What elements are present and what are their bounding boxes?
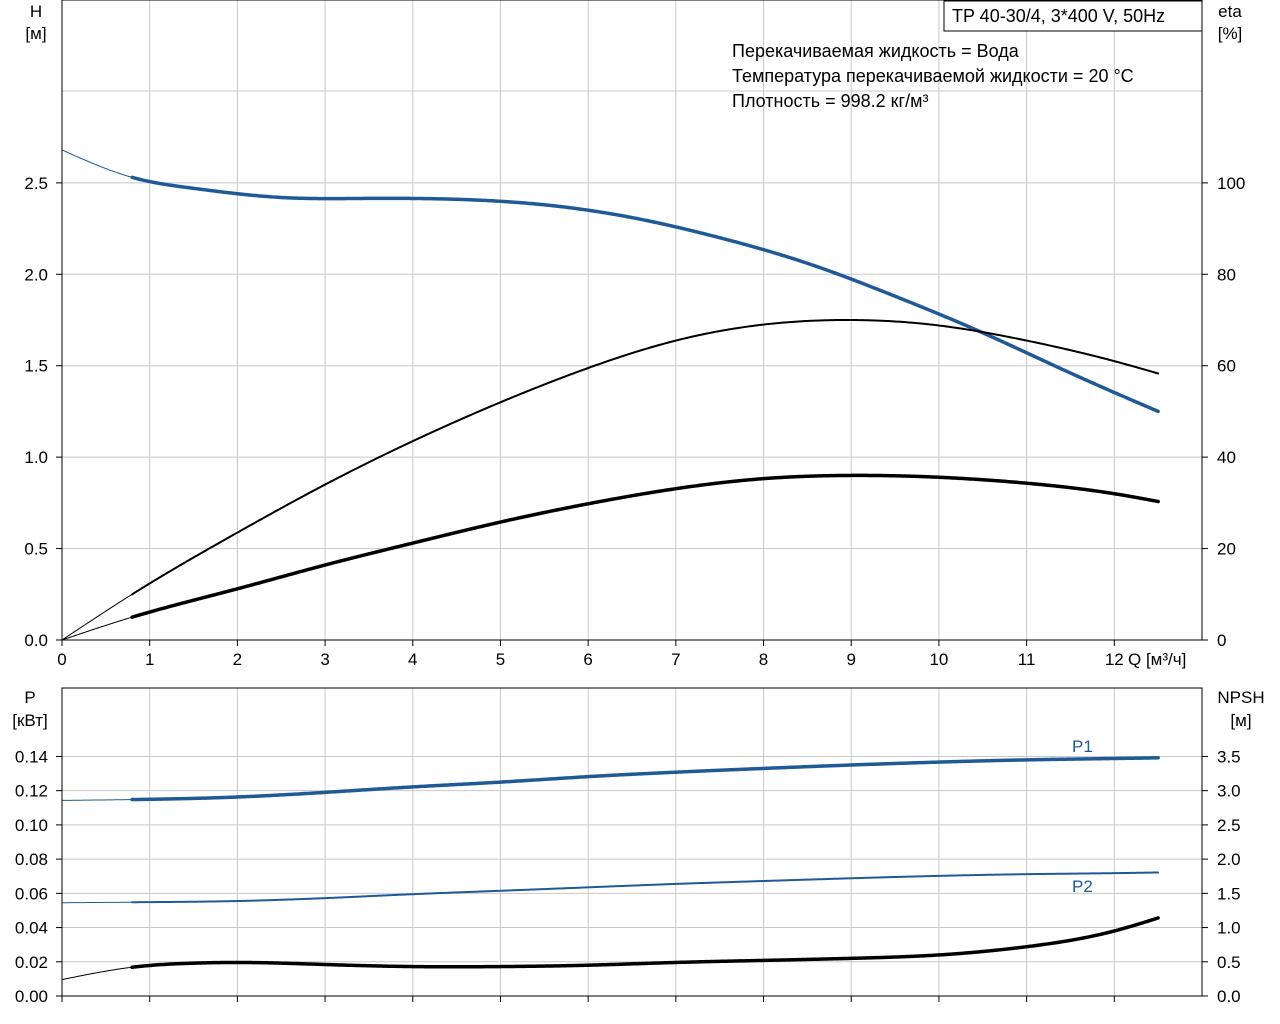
x-tick-label: 4 xyxy=(408,650,417,669)
plot-frame xyxy=(61,0,1203,641)
left-tick-label: 0.5 xyxy=(24,540,48,559)
x-tick-label: 6 xyxy=(583,650,592,669)
right-tick-label: 100 xyxy=(1217,174,1245,193)
left-tick-label: 0.0 xyxy=(24,631,48,650)
right-tick-label: 3.5 xyxy=(1217,747,1241,766)
bottom-left-axis-unit: [кВт] xyxy=(12,711,47,730)
left-tick-label: 0.12 xyxy=(15,782,48,801)
info-block: Перекачиваемая жидкость = Вода Температу… xyxy=(732,41,1134,111)
right-tick-label: 0.5 xyxy=(1217,953,1241,972)
info-line-fluid: Перекачиваемая жидкость = Вода xyxy=(732,41,1020,61)
left-tick-label: 1.5 xyxy=(24,357,48,376)
plot-frame xyxy=(61,687,1203,997)
left-tick-label: 2.5 xyxy=(24,174,48,193)
x-tick-label: 0 xyxy=(57,650,66,669)
right-tick-label: 40 xyxy=(1217,448,1236,467)
left-tick-label: 1.0 xyxy=(24,448,48,467)
right-tick-label: 2.0 xyxy=(1217,850,1241,869)
bottom-right-axis-symbol: NPSH xyxy=(1217,688,1264,707)
right-tick-label: 80 xyxy=(1217,265,1236,284)
right-tick-label: 2.5 xyxy=(1217,816,1241,835)
p1-extension xyxy=(61,799,133,801)
right-tick-label: 1.0 xyxy=(1217,919,1241,938)
bottom-right-axis-unit: [м] xyxy=(1230,711,1251,730)
p2-extension xyxy=(61,901,133,904)
info-line-density: Плотность = 998.2 кг/м³ xyxy=(732,91,928,111)
top-left-axis-unit: [м] xyxy=(25,24,46,43)
npsh-extension xyxy=(61,966,133,981)
power-npsh-panel: 0.00 0.02 0.04 0.06 0.08 0.10 0.12 0.14 0.0 0.5 1.… xyxy=(15,687,1241,1006)
right-tick-label: 0.0 xyxy=(1217,987,1241,1006)
top-right-axis-unit: [%] xyxy=(1218,24,1243,43)
right-tick-label: 3.0 xyxy=(1217,782,1241,801)
left-tick-label: 2.0 xyxy=(24,265,48,284)
p2-series-label: P2 xyxy=(1072,877,1093,896)
bottom-left-axis-symbol: P xyxy=(24,688,35,707)
x-tick-label: 9 xyxy=(846,650,855,669)
right-tick-label: 0 xyxy=(1217,631,1226,650)
x-tick-label: 5 xyxy=(496,650,505,669)
x-tick-label: 3 xyxy=(320,650,329,669)
top-left-axis-symbol: H xyxy=(30,2,42,21)
right-tick-label: 20 xyxy=(1217,540,1236,559)
info-line-temperature: Температура перекачиваемой жидкости = 20… xyxy=(732,66,1134,86)
right-tick-label: 60 xyxy=(1217,357,1236,376)
x-tick-label: 7 xyxy=(671,650,680,669)
left-tick-label: 0.14 xyxy=(15,747,48,766)
npsh-curve xyxy=(130,916,1160,969)
p2-curve xyxy=(131,871,1160,904)
x-axis-label: Q [м³/ч] xyxy=(1128,650,1186,669)
h-curve xyxy=(130,175,1160,414)
eta-pump-curve xyxy=(131,318,1160,596)
top-right-axis-symbol: eta xyxy=(1218,2,1242,21)
title-box: TP 40-30/4, 3*400 V, 50Hz xyxy=(943,0,1203,32)
eta-total-extension xyxy=(61,616,133,641)
x-tick-label: 2 xyxy=(233,650,242,669)
title-box-text: TP 40-30/4, 3*400 V, 50Hz xyxy=(952,6,1165,26)
left-tick-label: 0.08 xyxy=(15,850,48,869)
plot-area xyxy=(62,0,1202,640)
left-tick-label: 0.04 xyxy=(15,919,48,938)
x-tick-label: 11 xyxy=(1018,650,1036,669)
left-tick-label: 0.00 xyxy=(15,987,48,1006)
x-tick-label: 10 xyxy=(929,650,948,669)
plot-area xyxy=(62,688,1202,996)
x-tick-label: 1 xyxy=(145,650,154,669)
eta-total-curve xyxy=(130,473,1160,619)
p1-curve xyxy=(130,756,1160,802)
right-tick-label: 1.5 xyxy=(1217,884,1241,903)
x-tick-label: 8 xyxy=(759,650,768,669)
x-tick-label: 12 xyxy=(1105,650,1124,669)
eta-pump-extension xyxy=(61,593,133,641)
p1-series-label: P1 xyxy=(1072,737,1093,756)
left-tick-label: 0.02 xyxy=(15,953,48,972)
h-extension xyxy=(61,149,133,178)
left-tick-label: 0.10 xyxy=(15,816,48,835)
left-tick-label: 0.06 xyxy=(15,884,48,903)
